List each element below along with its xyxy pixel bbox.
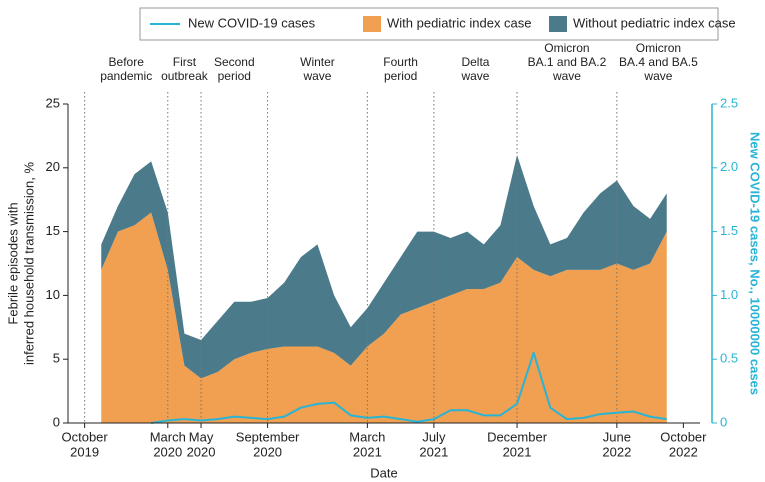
legend-label: With pediatric index case bbox=[387, 15, 532, 30]
x-tick-label: October bbox=[660, 429, 707, 444]
period-label: period bbox=[218, 69, 251, 83]
y2-tick-label: 0.5 bbox=[720, 351, 738, 366]
period-label: Omicron bbox=[544, 41, 589, 55]
y2-tick-label: 1.5 bbox=[720, 223, 738, 238]
y-axis-title: Febrile episodes with bbox=[5, 202, 20, 324]
x-tick-label: 2020 bbox=[187, 444, 216, 459]
period-label: wave bbox=[302, 69, 331, 83]
period-label: wave bbox=[552, 69, 581, 83]
x-tick-label: 2019 bbox=[70, 444, 99, 459]
y-tick-label: 0 bbox=[53, 414, 60, 429]
x-tick-label: 2021 bbox=[503, 444, 532, 459]
y-tick-label: 20 bbox=[46, 159, 60, 174]
x-axis-title: Date bbox=[370, 465, 397, 480]
period-label: outbreak bbox=[161, 69, 209, 83]
y-tick-label: 15 bbox=[46, 223, 60, 238]
period-label: period bbox=[384, 69, 417, 83]
period-label: Fourth bbox=[383, 55, 418, 69]
period-label: pandemic bbox=[100, 69, 152, 83]
y-tick-label: 5 bbox=[53, 351, 60, 366]
x-tick-label: May bbox=[189, 429, 214, 444]
x-tick-label: March bbox=[349, 429, 385, 444]
y-tick-label: 25 bbox=[46, 95, 60, 110]
y2-tick-label: 2.0 bbox=[720, 159, 738, 174]
x-tick-label: March bbox=[150, 429, 186, 444]
legend-swatch bbox=[549, 16, 567, 32]
y2-tick-label: 0 bbox=[720, 414, 727, 429]
legend-box bbox=[139, 7, 719, 41]
y2-axis-title: New COVID-19 cases, No., 10000000 cases bbox=[748, 132, 763, 395]
period-label: BA.1 and BA.2 bbox=[528, 55, 607, 69]
y-tick-label: 10 bbox=[46, 287, 60, 302]
x-tick-label: 2022 bbox=[602, 444, 631, 459]
x-tick-label: 2020 bbox=[253, 444, 282, 459]
legend: New COVID-19 cases With pediatric index c… bbox=[139, 7, 736, 41]
period-label: Delta bbox=[461, 55, 489, 69]
area bbox=[101, 155, 667, 379]
x-tick-label: 2020 bbox=[153, 444, 182, 459]
x-tick-label: July bbox=[422, 429, 446, 444]
period-label: wave bbox=[643, 69, 672, 83]
x-tick-label: June bbox=[603, 429, 631, 444]
area bbox=[101, 212, 667, 423]
x-tick-label: 2022 bbox=[669, 444, 698, 459]
period-label: Before bbox=[109, 55, 145, 69]
period-label: wave bbox=[460, 69, 489, 83]
legend-label: New COVID-19 cases bbox=[188, 15, 316, 30]
y2-tick-label: 1.0 bbox=[720, 287, 738, 302]
legend-label: Without pediatric index case bbox=[573, 15, 736, 30]
x-tick-label: 2021 bbox=[353, 444, 382, 459]
legend-swatch bbox=[363, 16, 381, 32]
x-tick-label: December bbox=[487, 429, 548, 444]
period-label: Omicron bbox=[636, 41, 681, 55]
period-label: First bbox=[173, 55, 197, 69]
y2-tick-label: 2.5 bbox=[720, 95, 738, 110]
x-tick-label: October bbox=[62, 429, 109, 444]
line bbox=[151, 351, 667, 424]
x-tick-label: 2021 bbox=[419, 444, 448, 459]
period-label: BA.4 and BA.5 bbox=[619, 55, 698, 69]
period-label: Winter bbox=[300, 55, 335, 69]
x-tick-label: September bbox=[236, 429, 300, 444]
y-axis-title: inferred household transmission, % bbox=[21, 162, 36, 365]
period-label: Second bbox=[214, 55, 255, 69]
